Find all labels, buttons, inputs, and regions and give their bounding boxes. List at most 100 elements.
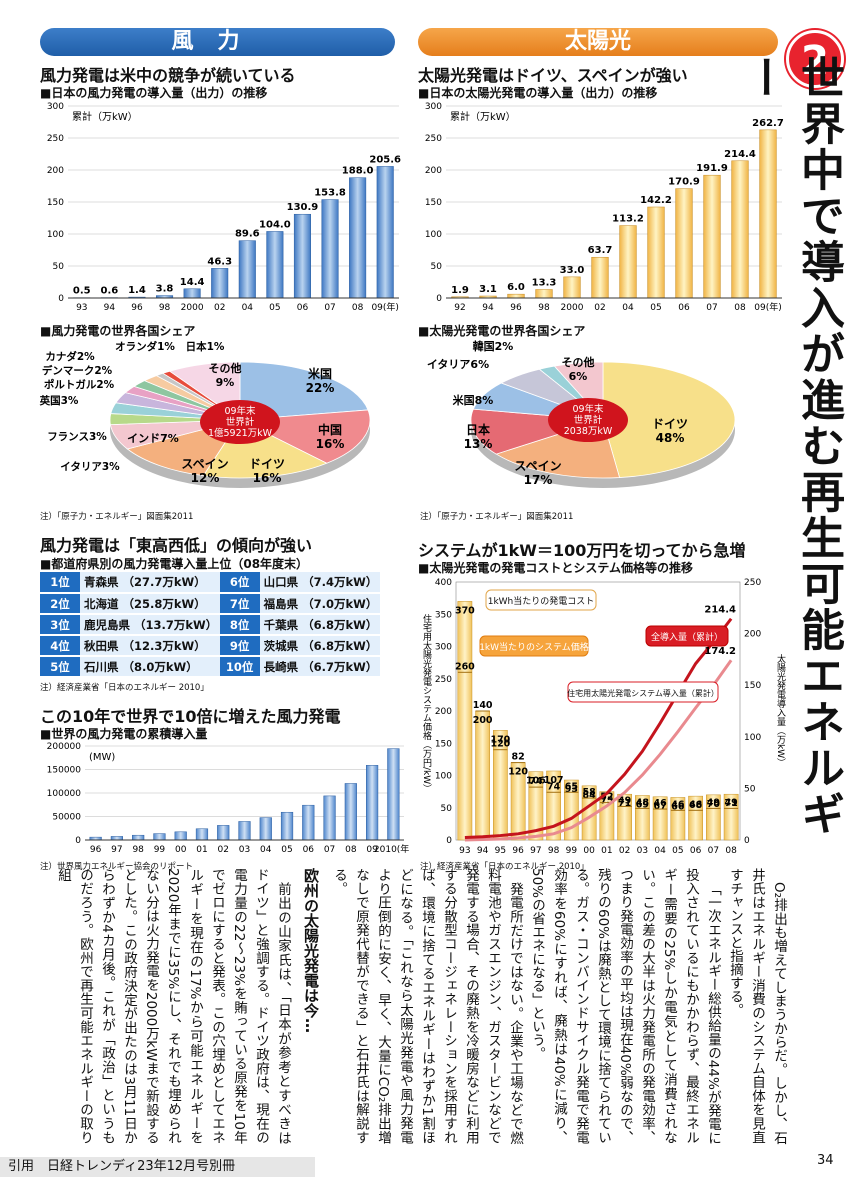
article-paragraph: 「一次エネルギー総供給量の44%が発電に投入されているにもかかわらず、最終エネル… <box>529 868 721 1144</box>
y-tick-label: 100 <box>47 230 64 240</box>
y-tick-label: 50 <box>53 262 65 272</box>
wind-share-pie-chart: 米国 22% 中国 16% ドイツ 16% スペイン 12%インド7% イタリア3% フランス3%… <box>39 340 371 488</box>
x-tick-label: 08 <box>734 303 746 313</box>
series-line <box>464 617 733 840</box>
table-cell: 1位 <box>40 572 80 594</box>
x-tick-label: 02 <box>214 303 225 313</box>
cost-label: 58 <box>583 787 597 798</box>
data-label: 13.3 <box>532 277 557 288</box>
annotation-text: 住宅用太陽光発電システム導入量（累計） <box>567 688 719 698</box>
y-tick-label: 0 <box>75 836 81 846</box>
article-subheading: 欧州の太陽光発電は今… <box>302 868 320 1033</box>
pie-slice <box>239 361 369 421</box>
slice-label: 英国3% <box>39 394 79 407</box>
bar <box>132 834 145 841</box>
table-cell: 千葉県 （6.8万kW） <box>259 614 380 636</box>
article-paragraph: 発電所だけではない。企業や工場などで燃料電池やガスエンジン、ガスタービンなどで発… <box>331 868 523 1144</box>
slice-label: ドイツ 48% <box>652 417 688 445</box>
x-tick-label: 09(年) <box>371 301 398 313</box>
cost-label: 120 <box>490 739 510 750</box>
article-paragraph: O₂排出も増えてしまうからだ。しかし、石井氏はエネルギー消費のシステム自体を見直… <box>727 868 787 1144</box>
data-label: 63.7 <box>588 245 613 256</box>
annotation-box <box>567 681 719 703</box>
citation-footer: 引用 日経トレンディ23年12月号別冊 <box>0 1157 315 1177</box>
y-tick-label: 0 <box>446 836 452 846</box>
solar-cost-subtitle: ■太陽光発電の発電コストとシステム価格等の推移 <box>418 561 693 575</box>
slice-label: 日本 13% <box>464 422 493 451</box>
price-label: 68 <box>689 800 703 811</box>
article-paragraph: 前出の山家氏は、「日本が参考とすべきはドイツ」と強調する。ドイツ政府は、現在の電… <box>55 868 291 1144</box>
bar <box>238 821 251 841</box>
solar-chart-subtitle: ■日本の太陽光発電の導入量（出力）の推移 <box>418 86 658 100</box>
slice-label: その他 6% <box>562 355 595 383</box>
y-tick-label: 0 <box>436 294 442 304</box>
article-body: O₂排出も増えてしまうからだ。しかし、石井氏はエネルギー消費のシステム自体を見直… <box>55 868 790 1144</box>
table-cell: 秋田県 （12.3万kW） <box>80 635 220 657</box>
cost-label: 48 <box>636 797 650 808</box>
slice-label: 米国8% <box>452 393 494 407</box>
y2-tick-label: 50 <box>744 784 756 794</box>
endpoint-label: 214.4 <box>704 605 736 616</box>
pie-center-badge <box>200 400 280 444</box>
bar <box>238 240 256 299</box>
x-tick-label: 94 <box>477 846 489 856</box>
table-cell: 7位 <box>219 593 260 615</box>
x-tick-label: 98 <box>548 846 560 856</box>
table-cell: 山口県 （7.4万kW） <box>259 572 380 594</box>
x-tick-label: 09(年) <box>754 301 781 313</box>
wind-banner: 風力 <box>40 28 395 56</box>
data-label: 191.9 <box>696 163 728 174</box>
cost-label: 49 <box>707 797 720 808</box>
y-tick-label: 100000 <box>47 789 82 799</box>
table-cell: 石川県 （8.0万kW） <box>80 656 220 678</box>
slice-label: インド7% <box>127 432 179 445</box>
bar <box>217 825 230 841</box>
y-tick-label: 150 <box>47 198 64 208</box>
ranking-note: 注）経済産業省「日本のエネルギー 2010」 <box>40 683 209 693</box>
solar-pie-note: 注）「原子力・エネルギー」図面集2011 <box>420 512 574 522</box>
pie-center-text: 09年末 <box>224 405 256 417</box>
data-label: 188.0 <box>342 166 374 177</box>
x-tick-label: 04 <box>654 846 666 856</box>
x-tick-label: 05 <box>269 303 280 313</box>
slice-label: 日本1% <box>186 340 225 353</box>
bar <box>293 213 311 299</box>
x-tick-label: 92 <box>454 303 465 313</box>
x-tick-label: 08 <box>352 303 364 313</box>
price-bar <box>457 601 473 841</box>
table-cell: 福島県 （7.0万kW） <box>259 593 380 615</box>
y-tick-label: 200000 <box>47 742 82 752</box>
y-tick-label: 350 <box>435 610 452 620</box>
data-label: 1.9 <box>451 285 469 296</box>
y-tick-label: 200 <box>425 166 442 176</box>
y-tick-label: 300 <box>47 102 64 112</box>
data-label: 6.0 <box>507 282 525 293</box>
annotation-box <box>485 589 597 611</box>
solar-japan-bar-chart: 050100150200250300累計（万kW）1.9923.1946.096… <box>425 102 784 313</box>
cost-label: 74 <box>547 781 561 792</box>
slice-label: カナダ2% <box>45 350 95 363</box>
bar <box>759 129 777 299</box>
bar <box>110 836 123 841</box>
cost-label: 46 <box>654 798 668 809</box>
y-tick-label: 100 <box>425 230 442 240</box>
table-row: 1位 青森県 （27.7万kW） 6位 山口県 （7.4万kW） <box>40 572 380 594</box>
price-label: 71 <box>618 798 631 809</box>
price-label: 84 <box>583 790 597 801</box>
data-label: 205.6 <box>369 154 401 165</box>
cost-label: 49 <box>725 797 738 808</box>
x-tick-label: 07 <box>324 845 335 855</box>
x-tick-label: 96 <box>90 845 102 855</box>
data-label: 0.6 <box>101 286 119 297</box>
bar <box>323 795 336 841</box>
slice-label: 中国 16% <box>316 422 345 451</box>
table-cell: 9位 <box>219 635 260 657</box>
data-label: 1.4 <box>128 285 146 296</box>
x-tick-label: 04 <box>260 845 272 855</box>
y-axis-label: 累計（万kW） <box>72 110 138 123</box>
bar <box>302 804 315 841</box>
x-tick-label: 02 <box>594 303 605 313</box>
price-bar <box>652 796 668 841</box>
pie-center-text: 1億5921万kW <box>208 427 273 439</box>
x-tick-label: 08 <box>345 845 357 855</box>
